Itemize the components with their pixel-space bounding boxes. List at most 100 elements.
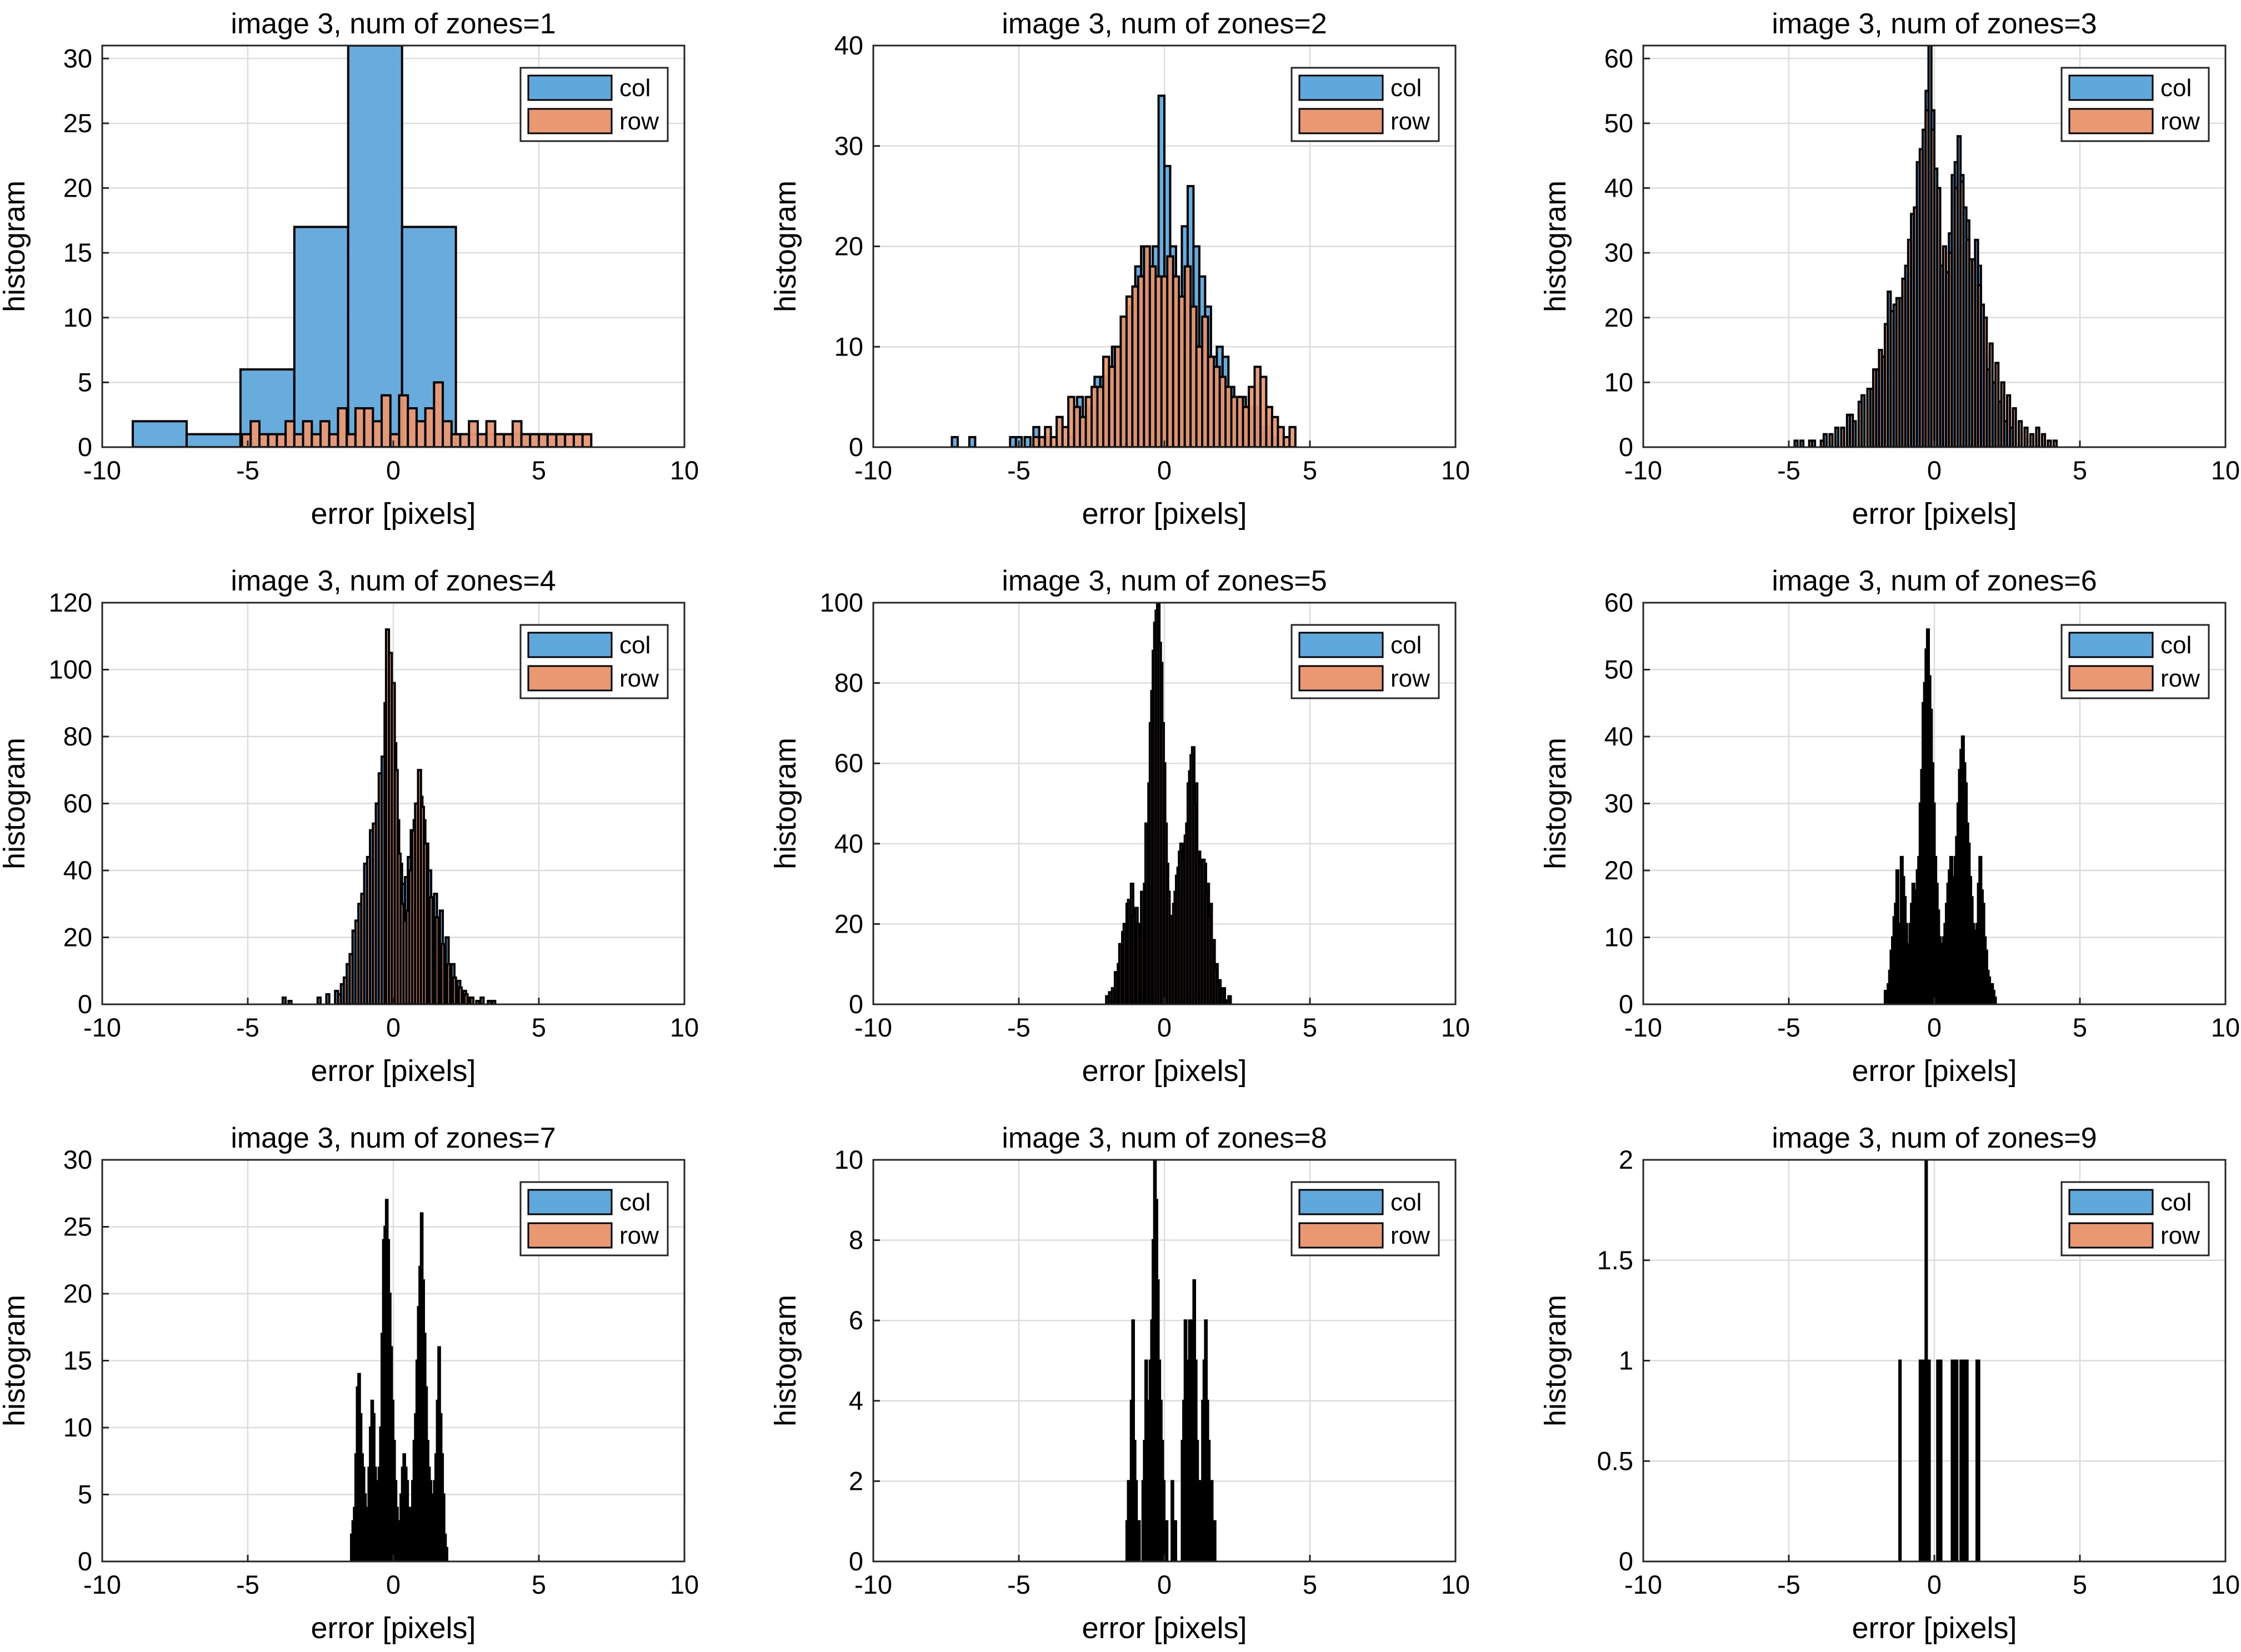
bars: [350, 1199, 448, 1561]
y-tick-label: 0.5: [1597, 1446, 1633, 1475]
histogram-bar-row: [1157, 1359, 1162, 1561]
x-tick-label: -10: [854, 455, 892, 485]
histogram-bar-row: [520, 433, 532, 447]
y-tick-label: 120: [49, 588, 92, 617]
histogram-bar-row: [311, 433, 322, 447]
histogram-bar-row: [1985, 969, 1990, 1004]
x-tick-label: 5: [2073, 455, 2087, 485]
y-tick-label: 5: [78, 367, 92, 397]
chart-title: image 3, num of zones=9: [1772, 1122, 2097, 1154]
histogram-bar-row: [2040, 433, 2047, 447]
histogram-bar-row: [1971, 258, 1977, 447]
chart-title: image 3, num of zones=7: [231, 1122, 556, 1154]
legend: col row: [519, 1181, 669, 1256]
histogram-bar-row: [360, 893, 366, 1004]
legend: col row: [1290, 624, 1440, 699]
histogram-bar-row: [1975, 1359, 1979, 1561]
y-axis-label: histogram: [1539, 1295, 1572, 1426]
histogram-bar-col: [132, 420, 188, 447]
histogram-bar-row: [1965, 238, 1970, 447]
legend-label-row: row: [1390, 1222, 1430, 1249]
histogram-bar-row: [581, 433, 593, 447]
panel-9: -10 -5 0 5 10 0 0.5 1 1.5 2 image 3, num of zones=…: [1539, 1122, 2240, 1645]
y-tick-label: 100: [820, 588, 863, 617]
histogram-bar-row: [1942, 936, 1946, 1004]
y-tick-label: 30: [1604, 789, 1633, 818]
legend-swatch-col: [1298, 632, 1384, 658]
histogram-bar-row: [1965, 822, 1969, 1004]
y-tick-label: 60: [834, 748, 863, 778]
y-axis-label: histogram: [769, 738, 802, 869]
histogram-bar-row: [2006, 394, 2012, 447]
histogram-bar-row: [1942, 245, 1947, 447]
histogram-bar-col: [185, 433, 242, 447]
x-tick-label: -5: [1777, 455, 1800, 485]
histogram-bar-row: [284, 420, 296, 447]
x-axis-label: error [pixels]: [311, 1611, 476, 1645]
x-tick-label: 0: [1927, 455, 1942, 485]
histogram-bar-row: [1990, 983, 1994, 1004]
histogram-bar-row: [1148, 1359, 1153, 1561]
histogram-bar-row: [469, 996, 475, 1004]
y-tick-label: 10: [63, 303, 92, 332]
histogram-bar-row: [374, 1480, 379, 1561]
legend-swatch-col: [527, 632, 613, 658]
histogram-bar-row: [1215, 983, 1220, 1004]
histogram-bar-row: [1922, 702, 1926, 1004]
x-tick-label: 5: [1303, 1570, 1317, 1599]
histogram-bar-row: [1968, 876, 1973, 1004]
y-tick-label: 2: [849, 1466, 863, 1495]
chart-title: image 3, num of zones=8: [1002, 1122, 1327, 1154]
y-tick-label: 4: [849, 1386, 863, 1415]
histogram-bar-row: [427, 1466, 431, 1561]
histogram-bar-row: [1188, 1319, 1192, 1561]
histogram-bar-row: [1808, 439, 1813, 447]
histogram-bar-row: [1913, 206, 1918, 447]
histogram-bar-row: [1849, 413, 1854, 447]
histogram-bar-row: [1950, 876, 1955, 1004]
histogram-bar-row: [433, 1480, 437, 1561]
chart-title: image 3, num of zones=5: [1002, 565, 1327, 597]
y-tick-label: 30: [834, 131, 863, 161]
bars: [281, 628, 497, 1004]
histogram-bar-row: [1152, 1239, 1155, 1561]
histogram-bar-col: [1898, 1359, 1902, 1561]
histogram-bar-row: [1918, 148, 1924, 447]
histogram-bar-row: [389, 1346, 393, 1561]
histogram-bar-row: [1924, 648, 1929, 1004]
bars: [1883, 628, 1997, 1004]
y-tick-label: 20: [834, 232, 863, 261]
histogram-bar-row: [337, 993, 342, 1004]
x-tick-label: -5: [1777, 1013, 1800, 1042]
x-tick-label: -10: [854, 1013, 892, 1042]
histogram-bar-row: [1866, 388, 1872, 447]
histogram-bar-row: [363, 1493, 367, 1561]
histogram-bar-row: [351, 1520, 356, 1561]
histogram-bar-row: [276, 433, 287, 447]
x-tick-label: 0: [386, 1570, 401, 1599]
histogram-bar-row: [1904, 923, 1908, 1004]
histogram-bar-row: [424, 407, 436, 447]
x-tick-label: 10: [1441, 455, 1470, 485]
legend-swatch-row: [2068, 108, 2154, 134]
histogram-bar-row: [381, 394, 392, 447]
histogram-bar-row: [395, 1506, 399, 1561]
histogram-bar-row: [403, 1466, 408, 1561]
histogram-bar-row: [302, 420, 313, 447]
legend-swatch-col: [2068, 1189, 2154, 1215]
x-tick-label: 10: [2211, 1013, 2240, 1042]
y-tick-label: 0: [1619, 1546, 1633, 1576]
x-tick-label: 0: [1157, 455, 1172, 485]
legend-swatch-col: [527, 1189, 613, 1215]
histogram-bar-row: [555, 433, 567, 447]
histogram-bar-row: [342, 976, 348, 1004]
histogram-bar-row: [1983, 936, 1987, 1004]
x-tick-label: -5: [236, 1013, 259, 1042]
histogram-bar-row: [354, 407, 366, 447]
histogram-bar-row: [1983, 316, 1988, 447]
histogram-bar-row: [1936, 187, 1942, 447]
x-tick-label: 0: [1157, 1013, 1172, 1042]
histogram-bar-row: [1930, 762, 1934, 1004]
histogram-bar-row: [2047, 439, 2052, 447]
panel-3: -10 -5 0 5 10 0 10 20 30 40 50 60 image 3, num of zo…: [1539, 8, 2240, 530]
